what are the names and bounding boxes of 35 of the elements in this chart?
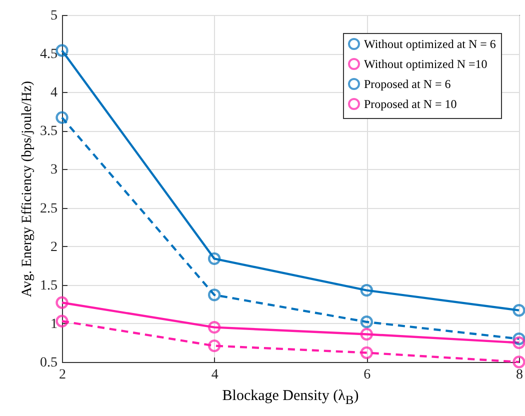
y-tick-label: 3 <box>50 162 58 178</box>
legend-label: Proposed at N = 10 <box>364 97 457 111</box>
point <box>56 111 68 124</box>
y-tick-label: 5 <box>50 8 58 24</box>
y-tick-label: 1.5 <box>40 278 58 294</box>
y-tick-label: 1 <box>50 316 58 332</box>
point <box>512 356 525 368</box>
y-tick-label: 4.5 <box>40 47 58 62</box>
point <box>512 332 525 346</box>
y-tick-label: 3.5 <box>40 124 58 140</box>
y-tick-label: 2.5 <box>40 201 58 216</box>
point <box>360 346 374 360</box>
point <box>512 304 525 317</box>
point <box>56 314 68 328</box>
x-tick-label: 6 <box>364 368 371 382</box>
legend-label: Proposed at N = 6 <box>364 77 451 91</box>
point <box>208 320 221 334</box>
legend-label: Without optimized N =10 <box>364 57 488 71</box>
y-tick-label: 4 <box>50 86 58 101</box>
point <box>360 284 374 297</box>
x-axis-title: Blockage Density (λ$_{B}$) <box>221 388 360 408</box>
x-tick-label: 4 <box>211 368 218 382</box>
legend-label: Without optimized at N = 6 <box>364 37 496 51</box>
point <box>208 339 221 352</box>
x-tick-label: 8 <box>516 368 523 382</box>
point <box>56 296 68 309</box>
y-tick-label: 0.5 <box>40 356 58 370</box>
point <box>56 44 68 57</box>
y-axis-title: Avg. Energy Efficiency (bps/joule/Hz) <box>20 80 35 298</box>
point <box>512 336 525 350</box>
point <box>208 288 221 302</box>
point <box>360 328 374 341</box>
point <box>360 316 374 328</box>
point <box>208 252 221 266</box>
y-tick-label: 2 <box>50 240 58 255</box>
